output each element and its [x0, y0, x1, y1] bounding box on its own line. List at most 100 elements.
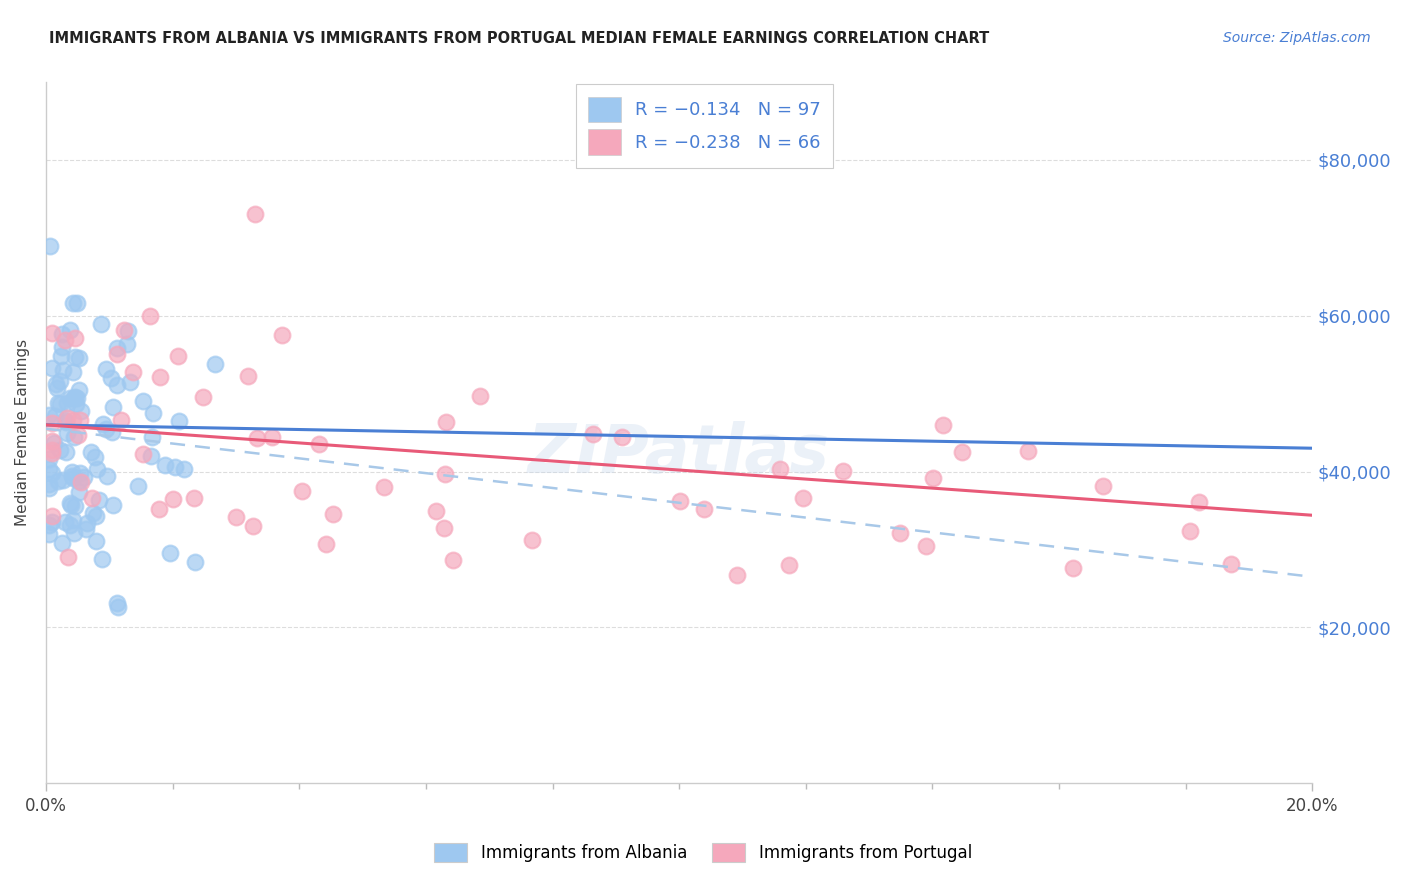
Point [94, 422, 117, 436]
Point [183, 491, 205, 505]
Point [63, 331, 86, 345]
Point [117, 324, 139, 338]
Point [75, 522, 97, 536]
Point [915, 539, 938, 553]
Point [38, 462, 60, 476]
Point [59, 391, 82, 405]
Point [271, 328, 294, 343]
Point [204, 357, 226, 371]
Point [52, 473, 75, 487]
Point [243, 207, 266, 221]
Point [159, 546, 181, 560]
Point [53, 515, 76, 529]
Point [39, 239, 62, 253]
Text: IMMIGRANTS FROM ALBANIA VS IMMIGRANTS FROM PORTUGAL MEDIAN FEMALE EARNINGS CORRE: IMMIGRANTS FROM ALBANIA VS IMMIGRANTS FR… [49, 31, 990, 46]
Point [96, 468, 118, 483]
Point [139, 309, 162, 323]
Point [41, 446, 63, 460]
Point [425, 504, 447, 518]
Point [38, 408, 60, 422]
Point [242, 519, 264, 533]
Point [90, 317, 112, 331]
Point [53, 413, 76, 427]
Legend: Immigrants from Albania, Immigrants from Portugal: Immigrants from Albania, Immigrants from… [426, 834, 980, 871]
Point [55, 396, 77, 410]
Point [70, 404, 93, 418]
Point [41, 515, 63, 529]
Point [49, 374, 72, 388]
Point [432, 521, 454, 535]
Point [72, 470, 94, 484]
Point [41, 434, 63, 448]
Point [167, 414, 190, 428]
Point [132, 393, 155, 408]
Point [112, 323, 135, 337]
Point [769, 462, 792, 476]
Point [46, 396, 69, 410]
Point [62, 513, 84, 527]
Point [60, 468, 83, 483]
Point [38, 452, 60, 467]
Point [60, 465, 83, 479]
Point [59, 518, 82, 533]
Point [86, 508, 108, 523]
Point [118, 375, 141, 389]
Point [322, 508, 344, 522]
Point [932, 418, 955, 433]
Point [49, 349, 72, 363]
Point [41, 326, 63, 340]
Point [127, 479, 149, 493]
Point [49, 397, 72, 411]
Point [105, 341, 128, 355]
Point [610, 430, 633, 444]
Point [149, 370, 172, 384]
Point [38, 482, 60, 496]
Point [132, 447, 155, 461]
Point [87, 492, 110, 507]
Point [107, 596, 129, 610]
Point [51, 536, 73, 550]
Point [291, 484, 314, 499]
Point [950, 445, 973, 459]
Point [38, 476, 60, 491]
Point [148, 502, 170, 516]
Point [42, 436, 65, 450]
Point [100, 371, 122, 385]
Point [153, 458, 176, 472]
Point [55, 445, 77, 459]
Point [59, 496, 82, 510]
Point [49, 442, 72, 457]
Point [56, 425, 79, 440]
Point [63, 499, 86, 513]
Point [173, 461, 195, 475]
Point [41, 442, 63, 457]
Point [1018, 444, 1040, 458]
Point [41, 361, 63, 376]
Point [262, 430, 284, 444]
Legend: R = −0.134   N = 97, R = −0.238   N = 66: R = −0.134 N = 97, R = −0.238 N = 66 [575, 84, 834, 168]
Point [141, 430, 163, 444]
Point [101, 400, 124, 414]
Point [62, 391, 84, 405]
Point [236, 368, 259, 383]
Point [67, 384, 90, 398]
Point [778, 558, 800, 572]
Point [41, 466, 63, 480]
Point [45, 381, 67, 395]
Point [38, 518, 60, 533]
Point [163, 460, 186, 475]
Point [725, 568, 748, 582]
Point [76, 516, 98, 530]
Point [167, 349, 190, 363]
Point [94, 361, 117, 376]
Point [115, 336, 138, 351]
Point [44, 409, 66, 423]
Point [1220, 557, 1243, 571]
Point [107, 599, 129, 614]
Point [62, 413, 84, 427]
Point [41, 417, 63, 431]
Point [62, 296, 84, 310]
Point [51, 326, 73, 341]
Point [63, 526, 86, 541]
Point [38, 527, 60, 541]
